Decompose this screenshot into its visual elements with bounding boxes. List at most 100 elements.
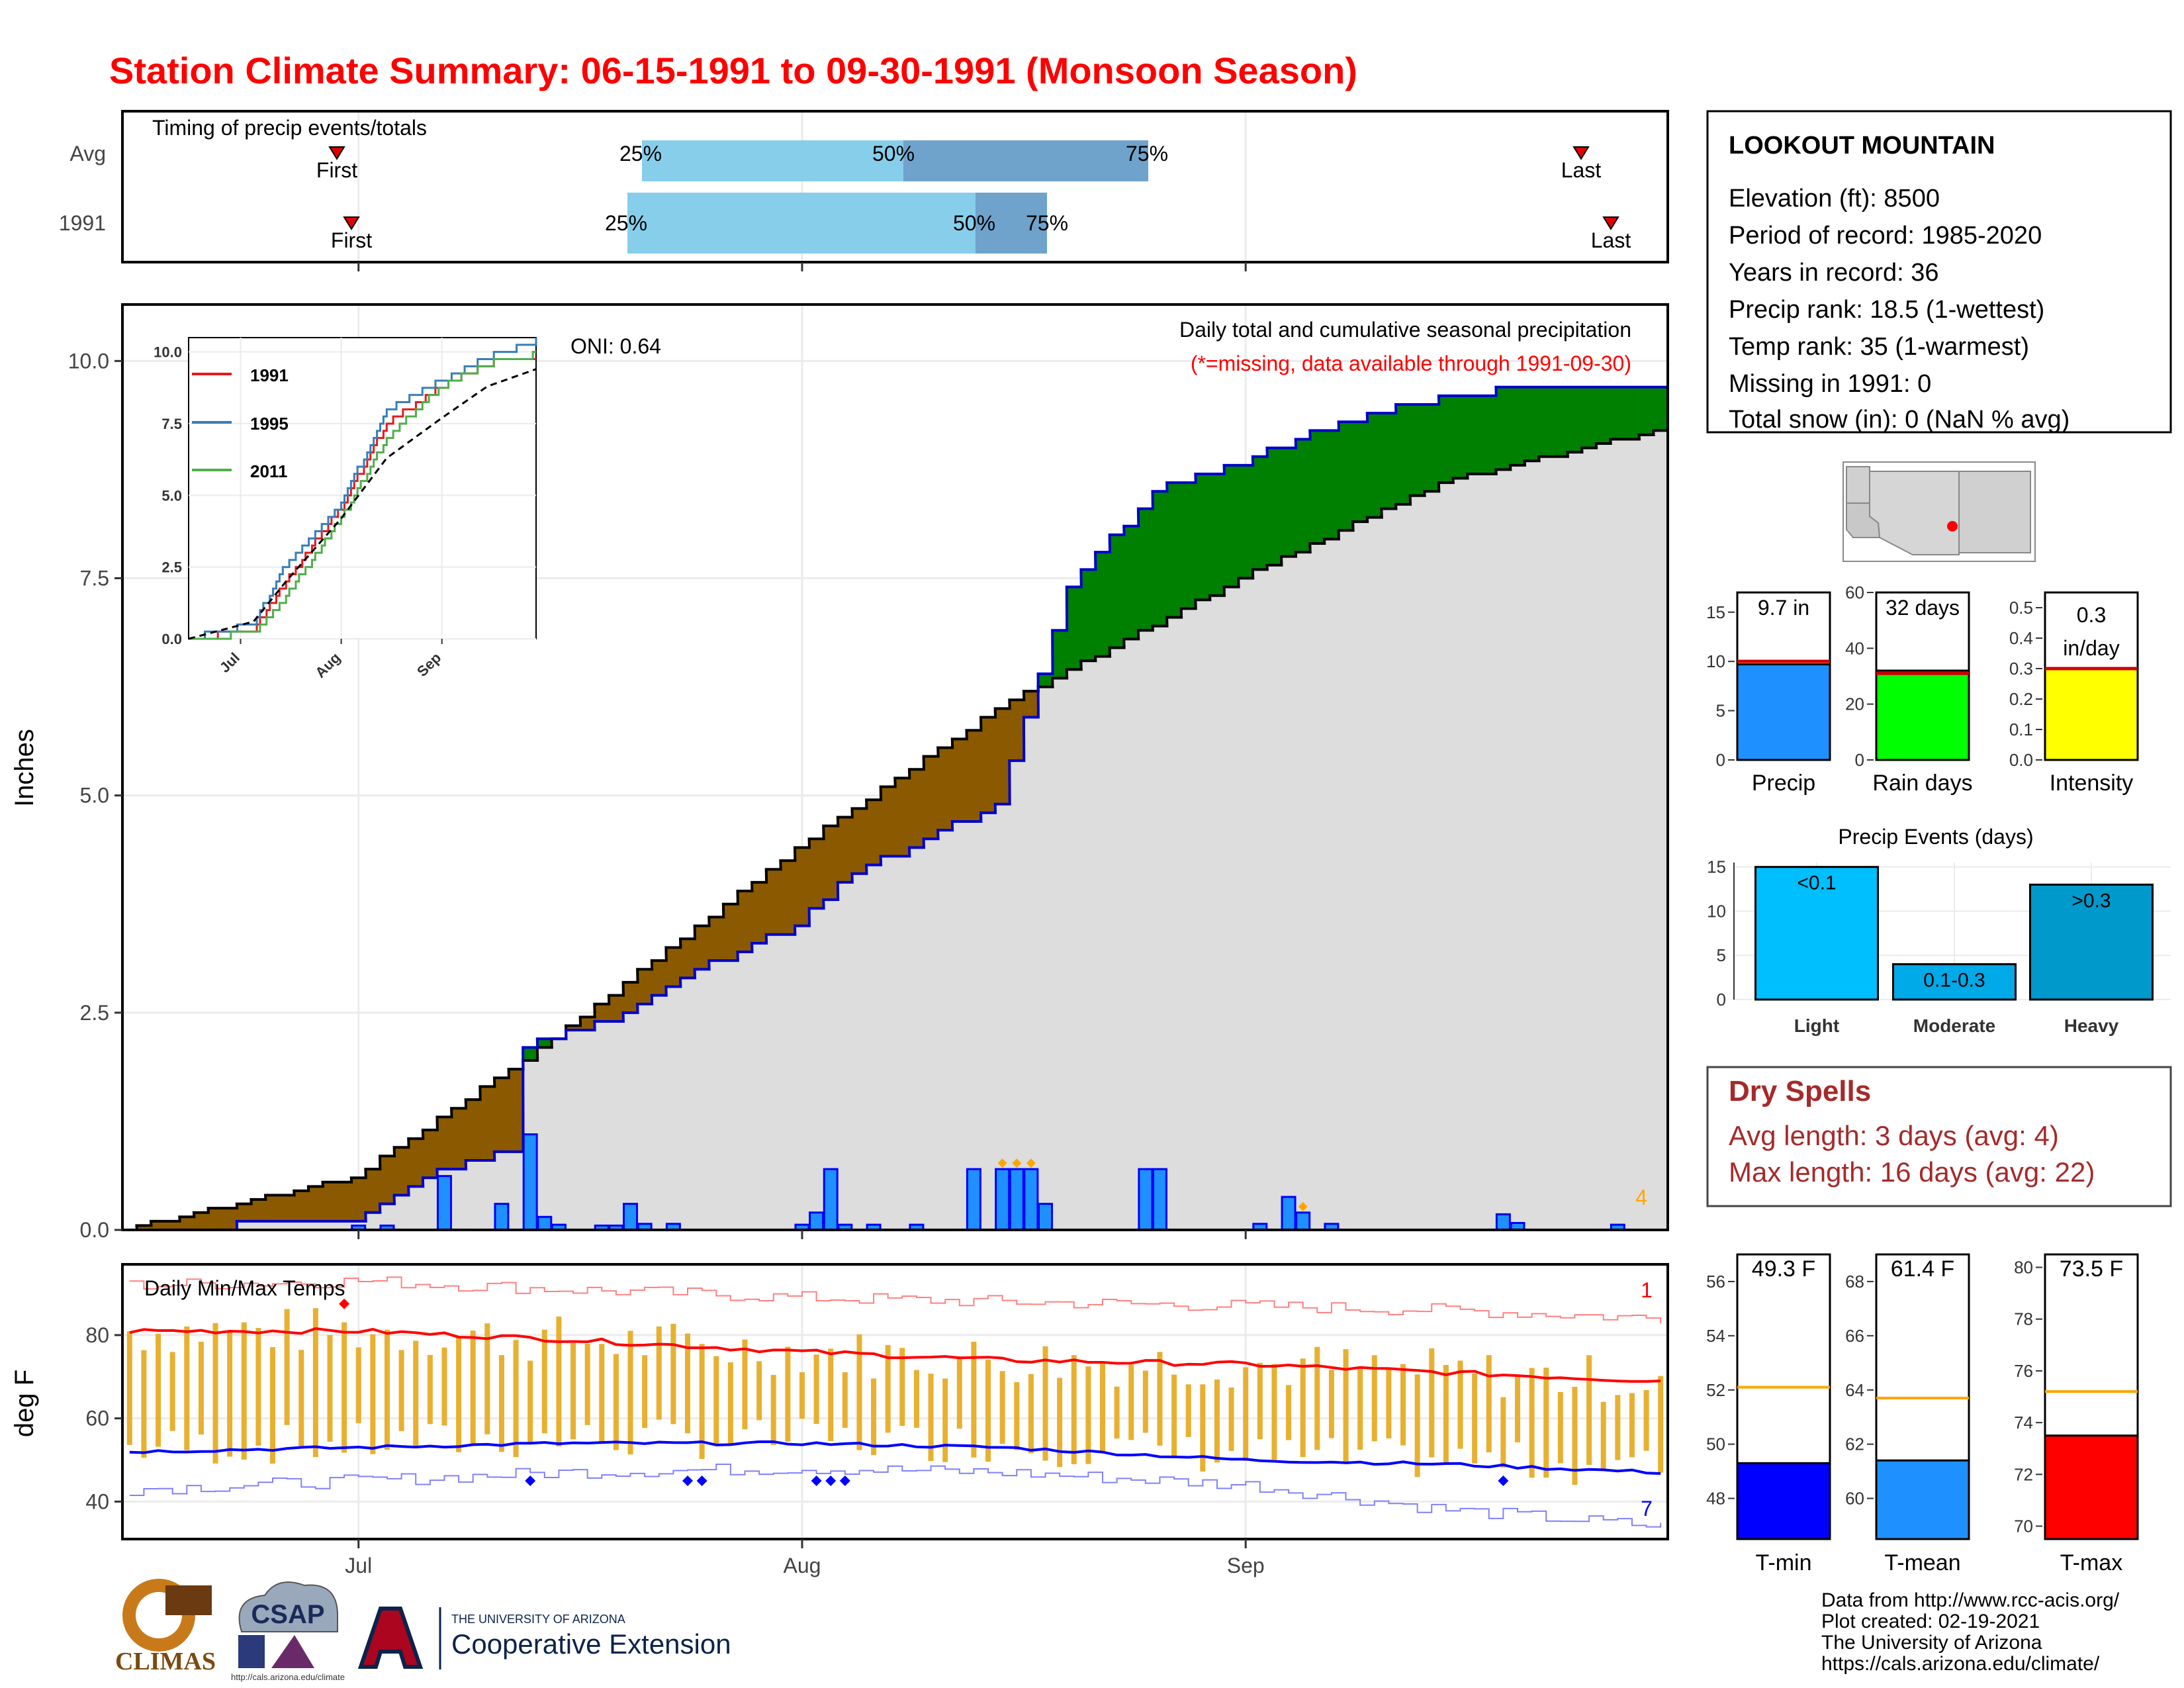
precip-missing-note: (*=missing, data available through 1991-… bbox=[1191, 352, 1631, 375]
credit-line-1: Data from http://www.rcc-acis.org/ bbox=[1821, 1589, 2120, 1611]
temp-summary-ytick-label: 78 bbox=[2014, 1309, 2033, 1329]
daily-temp-bar bbox=[1185, 1384, 1191, 1437]
precip-anomaly-fill bbox=[1052, 630, 1068, 679]
avg-q25-label: 25% bbox=[619, 142, 662, 165]
precip-anomaly-fill bbox=[938, 747, 953, 831]
missing-marker bbox=[1026, 1158, 1036, 1168]
inset-line-Avg bbox=[188, 368, 537, 640]
ua-logo: THE UNIVERSITY OF ARIZONA Cooperative Ex… bbox=[357, 1607, 731, 1669]
daily-temp-bar bbox=[599, 1344, 605, 1442]
precip-anomaly-fill bbox=[351, 1178, 366, 1221]
inset-ytick-label: 10.0 bbox=[154, 344, 182, 361]
daily-temp-bar bbox=[1643, 1389, 1649, 1451]
precip-anomaly-fill bbox=[580, 1017, 595, 1031]
precip-panel: 0.0 2.5 5.0 7.5 10.0 Inches ONI: 0.64 Daily … bbox=[10, 303, 1669, 1242]
precip-anomaly-fill bbox=[193, 1212, 208, 1230]
daily-temp-bar bbox=[355, 1347, 361, 1423]
daily-temp-bar bbox=[527, 1360, 533, 1444]
daily-temp-bar bbox=[570, 1342, 576, 1440]
events-title: Precip Events (days) bbox=[1838, 825, 2033, 849]
avg-first-label: First bbox=[316, 158, 357, 182]
daily-temp-bar bbox=[141, 1350, 147, 1458]
summary-bar-intensity bbox=[2044, 667, 2139, 761]
record-high-marker bbox=[339, 1298, 350, 1309]
summary-ytick-label: 0.1 bbox=[2009, 720, 2033, 739]
precip-anomaly-fill bbox=[1510, 387, 1525, 465]
summary-ytick-label: 5 bbox=[1716, 701, 1725, 721]
inset-legend-2011: 2011 bbox=[250, 461, 287, 481]
record-low-marker bbox=[682, 1475, 694, 1486]
precip-anomaly-fill bbox=[623, 982, 638, 1013]
precip-anomaly-fill bbox=[379, 1156, 394, 1204]
daily-temp-bar bbox=[1357, 1369, 1363, 1450]
locator-map bbox=[1843, 461, 2036, 562]
precip-anomaly-fill bbox=[1353, 422, 1368, 522]
daily-temp-bar bbox=[1300, 1358, 1306, 1458]
temp-ylabel: deg F bbox=[10, 1370, 39, 1437]
precip-anomaly-fill bbox=[737, 891, 752, 952]
daily-temp-bar bbox=[713, 1356, 719, 1446]
daily-temp-bar bbox=[799, 1372, 805, 1419]
precip-anomaly-fill bbox=[1367, 413, 1382, 518]
temp-summary-ytick-label: 60 bbox=[1845, 1489, 1864, 1509]
temp-summary-ytick-label: 80 bbox=[2014, 1258, 2033, 1278]
summary-ytick-label: 60 bbox=[1845, 583, 1864, 602]
precip-anomaly-fill bbox=[1167, 483, 1182, 618]
daily-temp-bar bbox=[284, 1309, 290, 1425]
daily-temp-bar bbox=[1214, 1379, 1220, 1463]
tmax-record-line bbox=[129, 1276, 1662, 1324]
precip-ytick-label: 5.0 bbox=[80, 784, 109, 808]
precip-anomaly-fill bbox=[651, 961, 666, 996]
daily-temp-bar bbox=[1328, 1370, 1334, 1438]
daily-temp-bar bbox=[1557, 1391, 1563, 1464]
summary-value-label-unit: in/day bbox=[2063, 636, 2119, 660]
precip-anomaly-fill bbox=[966, 730, 981, 822]
month-xtick-label: Sep bbox=[1227, 1554, 1265, 1577]
precip-anomaly-fill bbox=[1181, 483, 1196, 609]
precip-ytick-label: 7.5 bbox=[80, 566, 109, 590]
avg-cumulative-line bbox=[122, 429, 1668, 1231]
month-xtick-label: Jul bbox=[345, 1554, 372, 1577]
daily-temp-bar bbox=[1443, 1364, 1449, 1465]
ua-logo-small: THE UNIVERSITY OF ARIZONA bbox=[451, 1613, 625, 1626]
precip-anomaly-fill bbox=[408, 1139, 424, 1187]
daily-temp-bar bbox=[456, 1336, 462, 1452]
station-snow: Total snow (in): 0 (NaN % avg) bbox=[1729, 406, 2070, 434]
summary-value-label: 32 days bbox=[1886, 596, 1960, 620]
daily-temp-bar bbox=[255, 1328, 261, 1446]
temp-ytick-label: 40 bbox=[85, 1489, 109, 1513]
daily-temp-bar bbox=[756, 1361, 762, 1421]
temp-summary-bar-t-max bbox=[2044, 1434, 2139, 1540]
daily-temp-bar bbox=[370, 1334, 376, 1454]
station-missing: Missing in 1991: 0 bbox=[1729, 370, 1931, 398]
climas-logo-text: CLIMAS bbox=[115, 1648, 216, 1675]
daily-temp-bar bbox=[828, 1348, 834, 1441]
daily-temp-bar bbox=[470, 1331, 476, 1445]
temp-summary-x-label: T-mean bbox=[1884, 1550, 1960, 1575]
precip-anomaly-fill bbox=[1295, 439, 1310, 553]
avg-q75-label: 75% bbox=[1126, 142, 1168, 165]
precip-anomaly-fill bbox=[165, 1221, 180, 1230]
y1991-first-label: First bbox=[331, 228, 372, 252]
y1991-q50-q75-bar bbox=[976, 193, 1047, 254]
daily-temp-bar bbox=[126, 1331, 132, 1445]
summary-bar-rain-days bbox=[1875, 669, 1970, 761]
inset-legend-1991: 1991 bbox=[250, 365, 289, 385]
daily-temp-bar bbox=[384, 1329, 390, 1450]
summary-ytick-label: 40 bbox=[1845, 638, 1864, 658]
daily-temp-bar bbox=[899, 1348, 905, 1426]
precip-anomaly-fill bbox=[1066, 586, 1081, 670]
ua-logo-big: Cooperative Extension bbox=[451, 1628, 731, 1660]
daily-temp-bar bbox=[484, 1323, 490, 1434]
daily-temp-bar bbox=[1429, 1348, 1435, 1458]
temp-summary-ytick-label: 54 bbox=[1706, 1326, 1725, 1346]
daily-temp-bar bbox=[1386, 1368, 1392, 1438]
precip-anomaly-fill bbox=[1438, 395, 1453, 483]
precip-anomaly-fill bbox=[1109, 534, 1124, 648]
record-low-marker bbox=[1498, 1475, 1509, 1486]
summary-bar-precip bbox=[1736, 663, 1831, 761]
daily-precip-bar bbox=[1038, 1203, 1054, 1231]
daily-temp-bar bbox=[842, 1372, 848, 1429]
